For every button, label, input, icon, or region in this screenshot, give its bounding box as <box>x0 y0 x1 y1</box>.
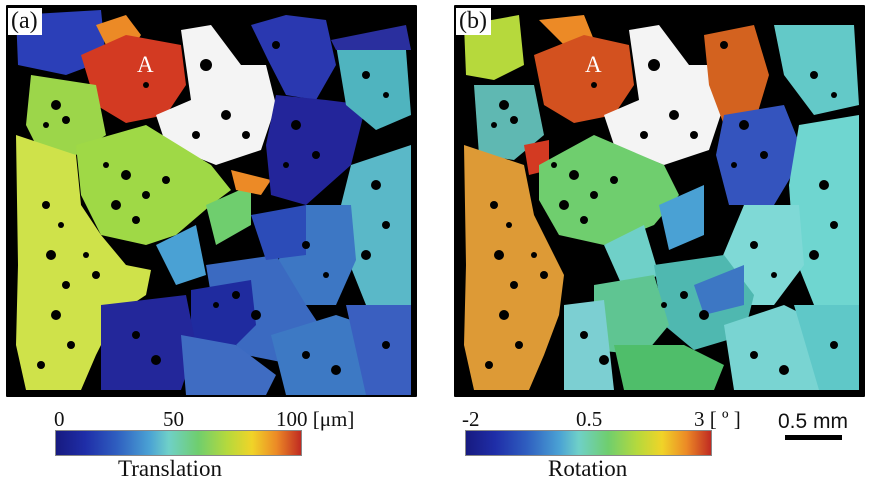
grain-a-label: A <box>137 52 154 77</box>
translation-tick-max: 100 [μm] <box>276 407 355 431</box>
scale-bar-label: 0.5 mm <box>778 410 849 433</box>
translation-map-panel: (a) A <box>6 5 417 397</box>
dendrite-holes <box>485 41 838 375</box>
rotation-tick-mid: 0.5 <box>576 407 603 431</box>
rotation-tick-min: -2 <box>462 407 480 431</box>
scale-bar <box>785 435 842 440</box>
grain-a-label-b: A <box>585 52 602 77</box>
rotation-colorbar <box>465 430 712 456</box>
rotation-map-panel: (b) A <box>454 5 865 397</box>
translation-colorbar <box>55 430 302 456</box>
rotation-colorbar-title: Rotation <box>548 456 628 481</box>
rotation-tick-max: 3 [ º ] <box>694 407 741 431</box>
translation-grain-map <box>16 10 411 395</box>
grain-regions <box>464 15 859 390</box>
dendrite-holes <box>37 41 390 375</box>
grain-regions <box>16 10 411 395</box>
panel-a-label: (a) <box>8 8 42 35</box>
translation-tick-mid: 50 <box>163 407 184 431</box>
rotation-grain-map <box>464 15 859 390</box>
translation-colorbar-title: Translation <box>118 456 222 481</box>
panel-b-label: (b) <box>456 8 491 35</box>
translation-tick-min: 0 <box>54 407 65 431</box>
